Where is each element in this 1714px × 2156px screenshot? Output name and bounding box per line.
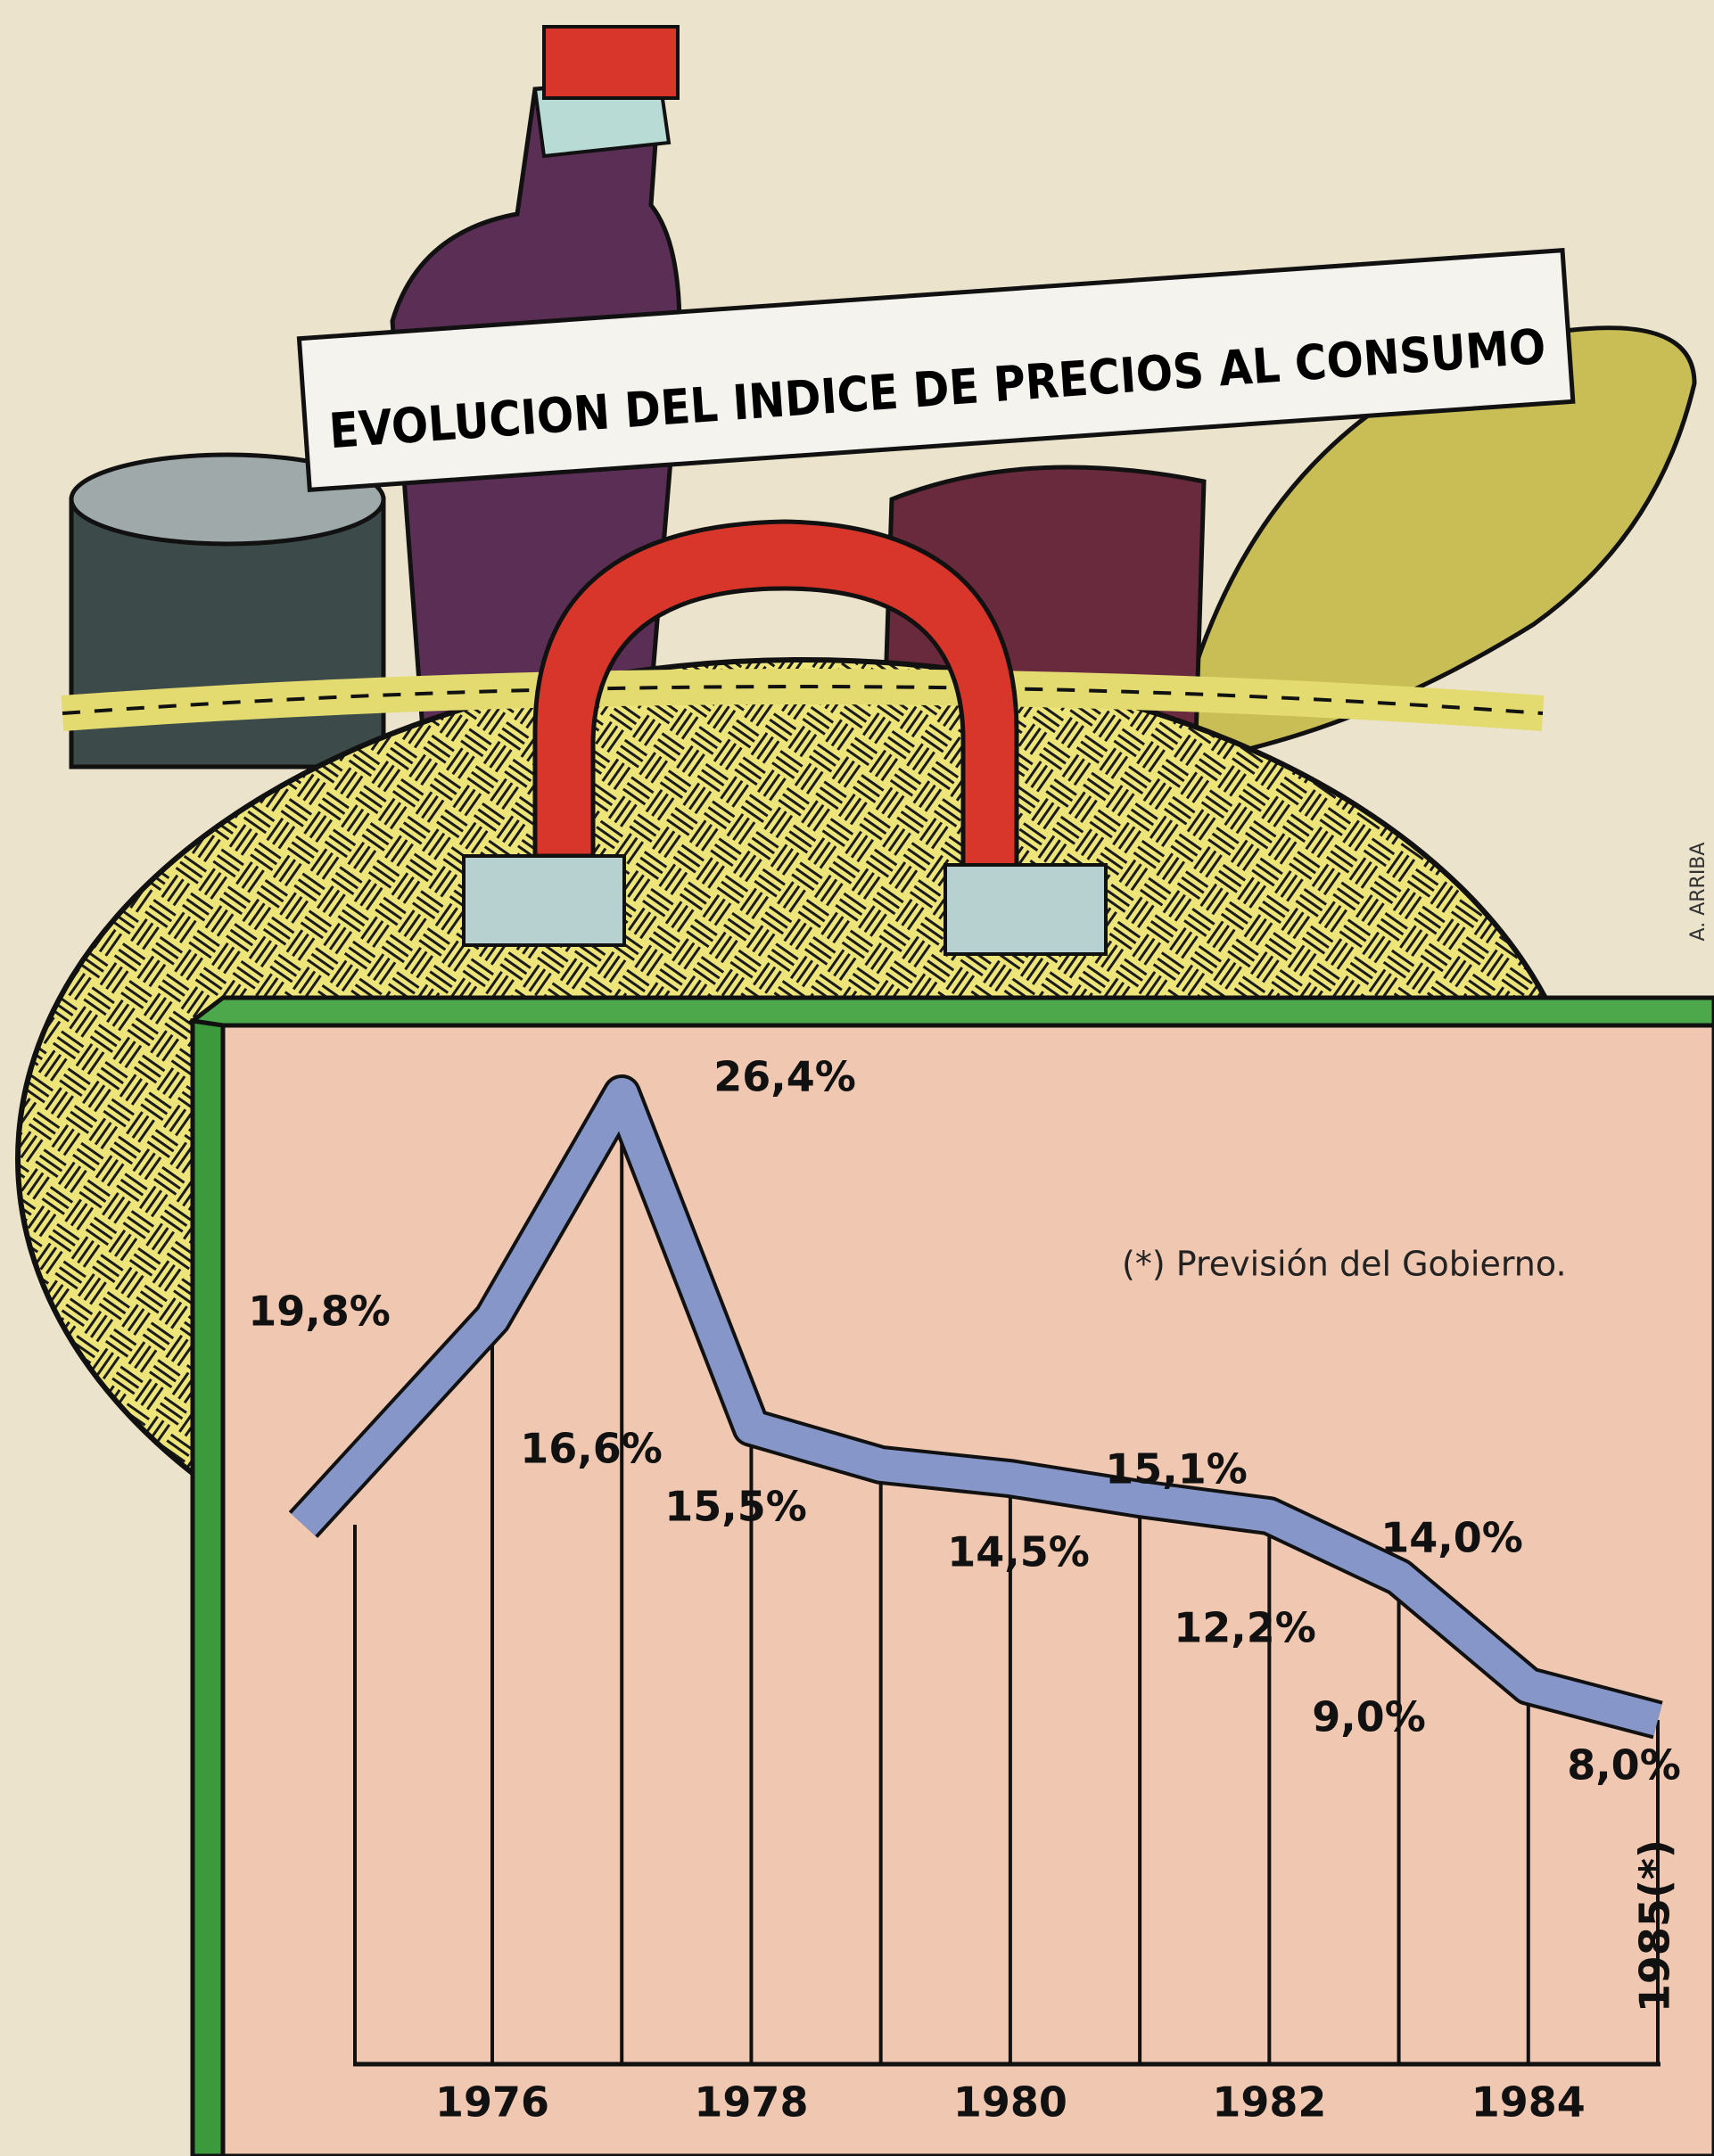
value-label: 19,8%	[248, 1288, 391, 1336]
frame-top	[193, 998, 1714, 1025]
handle-clip	[464, 856, 624, 945]
value-label: 16,6%	[520, 1425, 663, 1473]
x-tick-label: 1982	[1212, 2078, 1326, 2127]
x-tick-label: 1976	[435, 2078, 549, 2127]
handle-clip	[945, 865, 1106, 954]
frame-side	[193, 1021, 223, 2156]
x-tick-label: 1978	[694, 2078, 808, 2127]
value-label: 15,1%	[1105, 1445, 1248, 1494]
page: EVOLUCION DEL INDICE DE PRECIOS AL CONSU…	[0, 0, 1714, 2156]
value-label: 15,5%	[664, 1483, 807, 1531]
value-label: 14,0%	[1380, 1514, 1523, 1562]
x-tick-label: 1984	[1471, 2078, 1586, 2127]
credit: A. ARRIBA	[1687, 843, 1710, 942]
plot-area	[223, 1025, 1714, 2156]
value-label: 12,2%	[1174, 1604, 1316, 1652]
value-label: 26,4%	[713, 1053, 856, 1101]
note: (*) Previsión del Gobierno.	[1122, 1245, 1567, 1284]
value-label: 8,0%	[1567, 1741, 1681, 1790]
bottle-cap	[544, 27, 678, 98]
x-tick-label: 1980	[953, 2078, 1067, 2127]
chart: EVOLUCION DEL INDICE DE PRECIOS AL CONSU…	[0, 0, 1714, 2156]
value-label: 14,5%	[947, 1528, 1090, 1576]
value-label: 9,0%	[1312, 1693, 1426, 1741]
x-tick-label: 1985(*)	[1631, 1839, 1679, 2012]
